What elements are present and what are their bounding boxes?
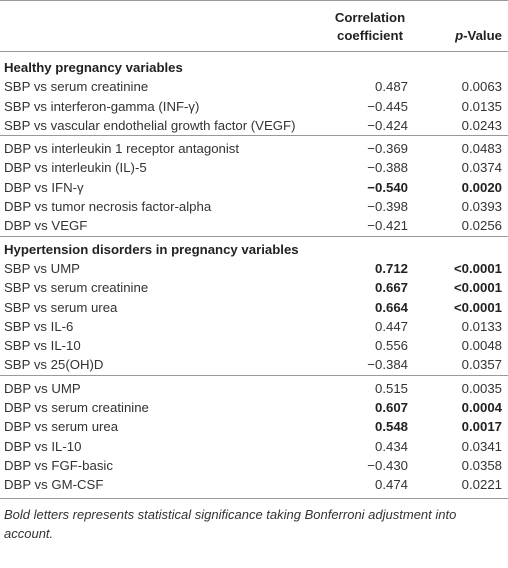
row-label: DBP vs tumor necrosis factor-alpha bbox=[4, 199, 212, 215]
row-p-value: 0.0243 bbox=[461, 117, 502, 133]
row-correlation-coefficient: 0.474 bbox=[320, 475, 420, 499]
table-header: Correlation coefficient p-Value bbox=[0, 0, 508, 52]
row-correlation-coefficient: −0.421 bbox=[367, 218, 408, 234]
row-correlation-coefficient: 0.447 bbox=[374, 318, 408, 334]
row-label: DBP vs GM-CSF bbox=[0, 475, 320, 499]
row-label: SBP vs UMP bbox=[4, 260, 80, 276]
row-p-value: 0.0341 bbox=[461, 438, 502, 454]
table-row: SBP vs serum creatinine 0.487 0.0063 bbox=[0, 77, 508, 96]
row-p-value: 0.0393 bbox=[461, 199, 502, 215]
row-p-value: 0.0004 bbox=[461, 400, 502, 416]
header-p-rest: -Value bbox=[463, 28, 502, 43]
row-correlation-coefficient: 0.515 bbox=[320, 374, 420, 399]
row-p-value: 0.0020 bbox=[461, 179, 502, 195]
row-p-value: 0.0221 bbox=[420, 475, 508, 499]
section-title: Healthy pregnancy variables bbox=[4, 60, 183, 75]
table-row: DBP vs UMP 0.515 0.0035 bbox=[0, 374, 508, 399]
header-correlation-coefficient: Correlation coefficient bbox=[320, 0, 420, 52]
table-row: SBP vs 25(OH)D −0.384 0.0357 bbox=[0, 355, 508, 375]
table-footnote: Bold letters represents statistical sign… bbox=[4, 506, 457, 541]
row-correlation-coefficient: 0.487 bbox=[374, 79, 408, 95]
table-row: DBP vs FGF-basic −0.430 0.0358 bbox=[0, 456, 508, 475]
row-label: DBP vs VEGF bbox=[4, 218, 88, 234]
table-row: SBP vs IL-6 0.447 0.0133 bbox=[0, 317, 508, 336]
row-correlation-coefficient: 0.667 bbox=[374, 280, 408, 296]
row-correlation-coefficient: 0.434 bbox=[374, 438, 408, 454]
row-p-value: 0.0358 bbox=[461, 457, 502, 473]
row-p-value: 0.0135 bbox=[461, 98, 502, 114]
row-label: SBP vs vascular endothelial growth facto… bbox=[4, 117, 296, 133]
row-p-value: 0.0357 bbox=[461, 357, 502, 373]
table-row: DBP vs IFN-γ −0.540 0.0020 bbox=[0, 178, 508, 197]
row-correlation-coefficient: −0.398 bbox=[367, 199, 408, 215]
header-row: Correlation coefficient p-Value bbox=[0, 0, 508, 52]
row-label: DBP vs IL-10 bbox=[4, 438, 82, 454]
row-correlation-coefficient: −0.445 bbox=[367, 98, 408, 114]
row-correlation-coefficient: 0.556 bbox=[374, 338, 408, 354]
row-correlation-coefficient: −0.540 bbox=[367, 179, 408, 195]
row-label: DBP vs FGF-basic bbox=[4, 457, 113, 473]
header-p-value: p-Value bbox=[420, 0, 508, 52]
row-p-value: <0.0001 bbox=[453, 299, 502, 315]
row-correlation-coefficient: −0.430 bbox=[367, 457, 408, 473]
table-row: SBP vs serum creatinine 0.667 <0.0001 bbox=[0, 278, 508, 297]
row-label: DBP vs IFN-γ bbox=[4, 179, 84, 195]
row-p-value: 0.0133 bbox=[461, 318, 502, 334]
section-title: Hypertension disorders in pregnancy vari… bbox=[0, 235, 508, 259]
table-row: DBP vs VEGF −0.421 0.0256 bbox=[0, 216, 508, 236]
table-body: Healthy pregnancy variables SBP vs serum … bbox=[0, 52, 508, 499]
table-row: DBP vs interleukin (IL)-5 −0.388 0.0374 bbox=[0, 158, 508, 177]
row-label: DBP vs interleukin 1 receptor antagonist bbox=[0, 135, 320, 159]
row-label: DBP vs interleukin (IL)-5 bbox=[4, 160, 147, 176]
row-correlation-coefficient: 0.548 bbox=[374, 419, 408, 435]
correlation-table-container: Correlation coefficient p-Value Healthy … bbox=[0, 0, 508, 541]
row-p-value: 0.0256 bbox=[461, 218, 502, 234]
row-correlation-coefficient: 0.664 bbox=[374, 299, 408, 315]
row-p-value: <0.0001 bbox=[453, 260, 502, 276]
row-p-value: 0.0048 bbox=[461, 338, 502, 354]
row-label: SBP vs serum urea bbox=[4, 299, 118, 315]
row-p-value: 0.0035 bbox=[420, 374, 508, 399]
row-correlation-coefficient: 0.712 bbox=[374, 260, 408, 276]
correlation-table: Correlation coefficient p-Value Healthy … bbox=[0, 0, 508, 499]
table-row: DBP vs serum creatinine 0.607 0.0004 bbox=[0, 398, 508, 417]
row-p-value: 0.0063 bbox=[461, 79, 502, 95]
table-row: DBP vs serum urea 0.548 0.0017 bbox=[0, 417, 508, 436]
row-p-value: 0.0483 bbox=[420, 135, 508, 159]
section-header-row: Hypertension disorders in pregnancy vari… bbox=[0, 235, 508, 259]
row-label: SBP vs IL-10 bbox=[4, 338, 81, 354]
row-correlation-coefficient: −0.369 bbox=[320, 135, 420, 159]
row-label: SBP vs serum creatinine bbox=[4, 280, 149, 296]
header-p-italic: p bbox=[455, 28, 464, 43]
table-row: DBP vs GM-CSF 0.474 0.0221 bbox=[0, 475, 508, 499]
row-p-value: 0.0017 bbox=[461, 419, 502, 435]
row-label: SBP vs IL-6 bbox=[4, 318, 74, 334]
row-p-value: 0.0374 bbox=[461, 160, 502, 176]
header-corr-line1: Correlation bbox=[334, 10, 406, 25]
row-label: DBP vs serum creatinine bbox=[4, 400, 149, 416]
row-correlation-coefficient: −0.388 bbox=[367, 160, 408, 176]
table-row: SBP vs interferon-gamma (INF-γ) −0.445 0.0… bbox=[0, 97, 508, 116]
table-row: SBP vs IL-10 0.556 0.0048 bbox=[0, 336, 508, 355]
table-row: SBP vs UMP 0.712 <0.0001 bbox=[0, 259, 508, 278]
row-label: SBP vs 25(OH)D bbox=[4, 357, 104, 373]
row-label: SBP vs serum creatinine bbox=[4, 79, 149, 95]
table-row: SBP vs vascular endothelial growth facto… bbox=[0, 116, 508, 136]
row-label: DBP vs serum urea bbox=[4, 419, 119, 435]
section-header-row: Healthy pregnancy variables bbox=[0, 52, 508, 78]
row-correlation-coefficient: −0.384 bbox=[367, 357, 408, 373]
header-label-cell bbox=[0, 0, 320, 52]
table-row: DBP vs tumor necrosis factor-alpha −0.398… bbox=[0, 197, 508, 216]
table-row: SBP vs serum urea 0.664 <0.0001 bbox=[0, 298, 508, 317]
header-corr-line2: coefficient bbox=[337, 28, 403, 43]
row-label: SBP vs interferon-gamma (INF-γ) bbox=[4, 98, 200, 114]
row-label: DBP vs UMP bbox=[0, 374, 320, 399]
row-p-value: <0.0001 bbox=[453, 280, 502, 296]
row-correlation-coefficient: 0.607 bbox=[374, 400, 408, 416]
table-row: DBP vs interleukin 1 receptor antagonist… bbox=[0, 135, 508, 159]
table-row: DBP vs IL-10 0.434 0.0341 bbox=[0, 437, 508, 456]
row-correlation-coefficient: −0.424 bbox=[367, 117, 408, 133]
